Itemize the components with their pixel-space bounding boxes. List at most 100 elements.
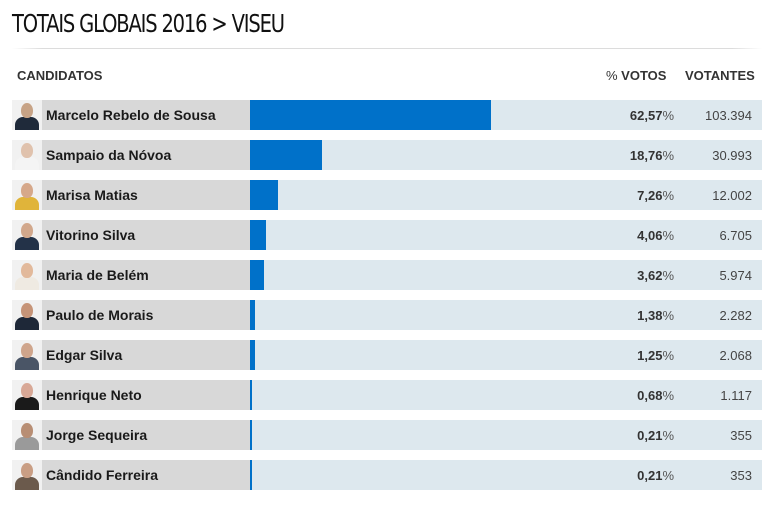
candidate-photo-body <box>15 357 39 370</box>
vote-percent-value: 18,76 <box>629 148 663 163</box>
candidate-name-cell: Marcelo Rebelo de Sousa <box>42 100 250 130</box>
voter-count: 355 <box>730 428 752 443</box>
vote-bar-track: 0,68% 1.117 <box>250 380 762 410</box>
percent-symbol: % <box>662 108 674 123</box>
voter-count: 2.068 <box>719 348 752 363</box>
title-divider <box>12 48 762 49</box>
candidate-photo-head <box>21 183 33 198</box>
candidate-name: Cândido Ferreira <box>46 467 159 483</box>
candidate-photo-head <box>21 263 33 278</box>
candidate-name-cell: Sampaio da Nóvoa <box>42 140 250 170</box>
vote-percent-value: 4,06 <box>637 228 663 243</box>
candidate-photo-body <box>15 437 39 450</box>
voter-count: 2.282 <box>719 308 752 323</box>
column-header-percent: % VOTOS <box>606 68 667 83</box>
candidate-name: Paulo de Morais <box>46 307 154 323</box>
candidate-name-cell: Henrique Neto <box>42 380 250 410</box>
candidate-photo-head <box>21 423 33 438</box>
vote-percent: 1,25% <box>637 348 674 363</box>
voter-count: 30.993 <box>712 148 752 163</box>
candidate-photo-head <box>21 463 33 478</box>
vote-bar <box>250 420 252 450</box>
candidate-name-cell: Jorge Sequeira <box>42 420 250 450</box>
percent-symbol: % <box>662 228 674 243</box>
vote-bar <box>250 300 255 330</box>
vote-percent-value: 0,21 <box>637 468 663 483</box>
column-header-candidates: CANDIDATOS <box>17 68 103 83</box>
percent-symbol: % <box>662 188 674 203</box>
percent-symbol: % <box>662 388 674 403</box>
vote-percent-value: 0,68 <box>637 388 663 403</box>
candidate-row: Marcelo Rebelo de Sousa 62,57% 103.394 <box>12 100 762 130</box>
candidate-photo-body <box>15 157 39 170</box>
candidate-photo-body <box>15 237 39 250</box>
vote-bar <box>250 340 255 370</box>
candidate-name-cell: Paulo de Morais <box>42 300 250 330</box>
candidate-name: Sampaio da Nóvoa <box>46 147 172 163</box>
candidate-photo-head <box>21 223 33 238</box>
vote-bar <box>250 380 252 410</box>
vote-bar-track: 7,26% 12.002 <box>250 180 762 210</box>
candidate-name: Edgar Silva <box>46 347 123 363</box>
vote-percent: 62,57% <box>630 108 674 123</box>
percent-symbol: % <box>662 308 674 323</box>
vote-percent: 0,21% <box>637 428 674 443</box>
vote-bar <box>250 220 266 250</box>
vote-bar-track: 0,21% 353 <box>250 460 762 490</box>
candidate-photo-body <box>15 397 39 410</box>
candidate-photo-head <box>21 343 33 358</box>
candidate-name: Jorge Sequeira <box>46 427 148 443</box>
candidate-name: Henrique Neto <box>46 387 142 403</box>
vote-bar <box>250 140 322 170</box>
vote-bar-track: 4,06% 6.705 <box>250 220 762 250</box>
candidate-photo <box>12 460 42 490</box>
vote-percent-value: 1,38 <box>637 308 663 323</box>
vote-percent-value: 0,21 <box>637 428 663 443</box>
candidate-photo-body <box>15 317 39 330</box>
candidate-row: Vitorino Silva 4,06% 6.705 <box>12 220 762 250</box>
vote-bar <box>250 260 264 290</box>
candidate-photo <box>12 180 42 210</box>
vote-bar-track: 1,25% 2.068 <box>250 340 762 370</box>
percent-symbol: % <box>662 428 674 443</box>
vote-percent-value: 1,25 <box>637 348 663 363</box>
vote-percent: 0,21% <box>637 468 674 483</box>
candidate-photo-head <box>21 303 33 318</box>
vote-bar <box>250 460 252 490</box>
candidate-name-cell: Edgar Silva <box>42 340 250 370</box>
candidate-photo <box>12 300 42 330</box>
vote-bar-track: 3,62% 5.974 <box>250 260 762 290</box>
candidate-name: Marisa Matias <box>46 187 138 203</box>
candidate-photo-head <box>21 383 33 398</box>
candidate-row: Cândido Ferreira 0,21% 353 <box>12 460 762 490</box>
voter-count: 103.394 <box>705 108 752 123</box>
candidate-name-cell: Maria de Belém <box>42 260 250 290</box>
percent-symbol: % <box>662 348 674 363</box>
candidate-row: Sampaio da Nóvoa 18,76% 30.993 <box>12 140 762 170</box>
vote-percent: 18,76% <box>630 148 674 163</box>
candidate-name-cell: Marisa Matias <box>42 180 250 210</box>
candidate-photo-body <box>15 277 39 290</box>
candidate-photo <box>12 260 42 290</box>
candidate-photo-body <box>15 477 39 490</box>
vote-bar-track: 18,76% 30.993 <box>250 140 762 170</box>
percent-symbol: % <box>662 468 674 483</box>
candidate-photo-body <box>15 117 39 130</box>
voter-count: 1.117 <box>720 388 752 403</box>
candidate-photo-head <box>21 143 33 158</box>
candidate-row: Jorge Sequeira 0,21% 355 <box>12 420 762 450</box>
percent-symbol: % <box>662 148 674 163</box>
column-header-voters: VOTANTES <box>685 68 755 83</box>
candidate-photo-body <box>15 197 39 210</box>
vote-percent: 1,38% <box>637 308 674 323</box>
candidate-photo <box>12 140 42 170</box>
vote-bar <box>250 180 278 210</box>
vote-percent-value: 7,26 <box>637 188 663 203</box>
vote-bar-track: 0,21% 355 <box>250 420 762 450</box>
candidate-row: Marisa Matias 7,26% 12.002 <box>12 180 762 210</box>
voter-count: 12.002 <box>712 188 752 203</box>
candidate-row: Paulo de Morais 1,38% 2.282 <box>12 300 762 330</box>
candidate-name-cell: Cândido Ferreira <box>42 460 250 490</box>
voter-count: 6.705 <box>719 228 752 243</box>
candidate-photo-head <box>21 103 33 118</box>
